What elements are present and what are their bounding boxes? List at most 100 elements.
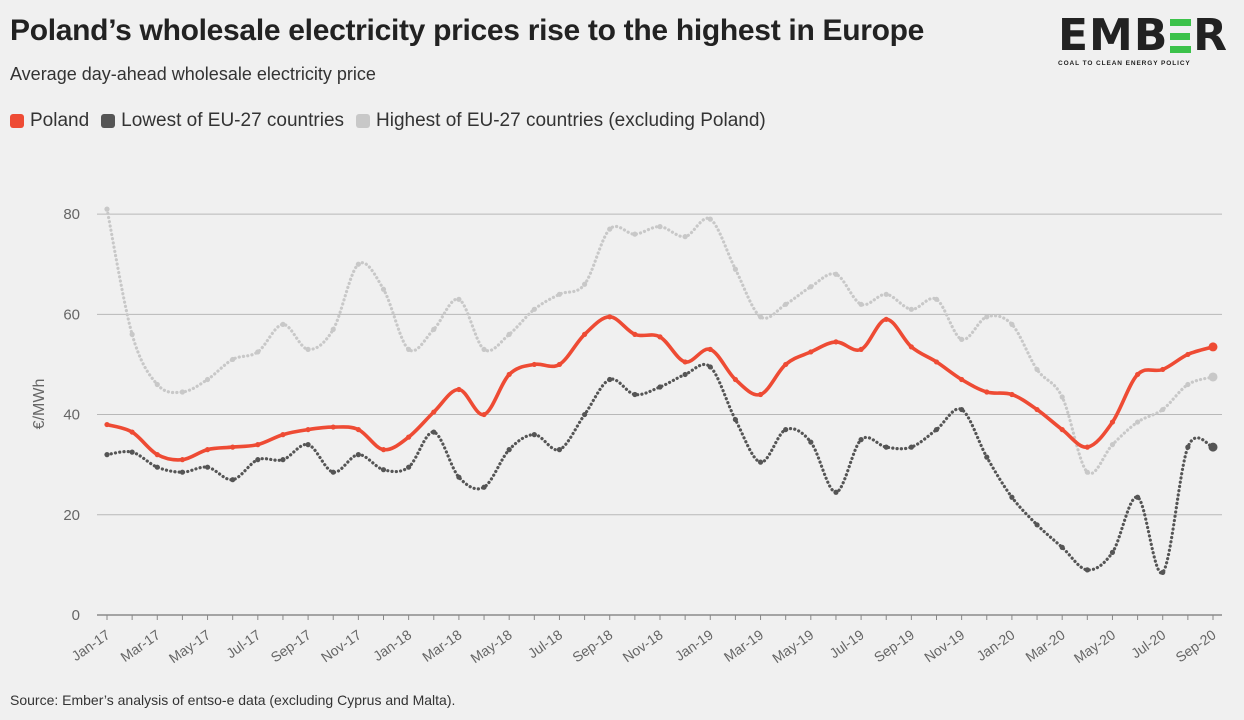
data-point[interactable] (783, 361, 789, 368)
data-point[interactable] (959, 406, 965, 413)
data-point[interactable] (1185, 351, 1191, 358)
data-point[interactable] (1109, 442, 1116, 448)
data-point[interactable] (1208, 372, 1218, 382)
data-point[interactable] (330, 469, 336, 475)
data-point[interactable] (431, 326, 437, 332)
data-point[interactable] (607, 314, 613, 320)
data-point[interactable] (406, 464, 412, 470)
data-point[interactable] (682, 234, 688, 240)
data-point[interactable] (1034, 406, 1040, 413)
data-point[interactable] (808, 284, 814, 290)
data-point[interactable] (959, 336, 965, 342)
data-point[interactable] (1208, 342, 1218, 352)
data-point[interactable] (732, 376, 739, 383)
data-point[interactable] (556, 361, 563, 368)
data-point[interactable] (1009, 494, 1015, 500)
data-point[interactable] (1059, 426, 1065, 433)
data-point[interactable] (556, 291, 563, 297)
data-point[interactable] (783, 426, 789, 433)
data-point[interactable] (230, 477, 236, 483)
data-point[interactable] (431, 429, 437, 435)
data-point[interactable] (1059, 394, 1065, 400)
data-point[interactable] (1009, 321, 1015, 327)
data-point[interactable] (230, 444, 236, 450)
data-point[interactable] (833, 339, 839, 345)
data-point[interactable] (1109, 419, 1116, 425)
data-point[interactable] (1134, 494, 1141, 500)
data-point[interactable] (1084, 567, 1090, 573)
data-point[interactable] (1134, 419, 1141, 425)
data-point[interactable] (456, 386, 462, 393)
data-point[interactable] (732, 266, 739, 272)
data-point[interactable] (230, 356, 236, 363)
data-point[interactable] (757, 391, 764, 398)
data-point[interactable] (506, 331, 512, 337)
data-point[interactable] (581, 331, 588, 337)
data-point[interactable] (154, 452, 160, 458)
data-point[interactable] (1185, 444, 1191, 450)
data-point[interactable] (1160, 406, 1166, 413)
data-point[interactable] (682, 371, 688, 378)
data-point[interactable] (757, 459, 764, 465)
data-point[interactable] (456, 296, 462, 302)
data-point[interactable] (607, 226, 613, 232)
data-point[interactable] (858, 346, 864, 353)
data-point[interactable] (380, 286, 387, 292)
data-point[interactable] (858, 301, 864, 307)
data-point[interactable] (255, 457, 261, 463)
data-point[interactable] (204, 447, 211, 453)
data-point[interactable] (707, 216, 713, 222)
data-point[interactable] (707, 364, 713, 370)
data-point[interactable] (1160, 569, 1166, 576)
data-point[interactable] (456, 474, 462, 480)
data-point[interactable] (531, 306, 537, 312)
data-point[interactable] (506, 371, 512, 378)
data-point[interactable] (481, 484, 487, 490)
data-point[interactable] (732, 416, 739, 423)
data-point[interactable] (104, 452, 110, 458)
data-point[interactable] (104, 421, 110, 428)
data-point[interactable] (833, 271, 839, 277)
data-point[interactable] (531, 361, 537, 368)
data-point[interactable] (330, 424, 336, 430)
data-point[interactable] (204, 376, 211, 383)
data-point[interactable] (280, 321, 286, 327)
data-point[interactable] (1084, 444, 1090, 450)
data-point[interactable] (1084, 469, 1090, 475)
data-point[interactable] (632, 231, 638, 237)
data-point[interactable] (632, 391, 638, 398)
data-point[interactable] (908, 306, 914, 312)
data-point[interactable] (1160, 366, 1166, 373)
data-point[interactable] (933, 426, 940, 433)
data-point[interactable] (431, 409, 437, 415)
data-point[interactable] (984, 454, 990, 460)
data-point[interactable] (808, 349, 814, 355)
data-point[interactable] (481, 411, 487, 418)
data-point[interactable] (406, 434, 412, 440)
data-point[interactable] (104, 206, 110, 212)
data-point[interactable] (481, 346, 487, 353)
legend-item-lowest[interactable]: Lowest of EU-27 countries (101, 110, 344, 132)
data-point[interactable] (380, 467, 387, 473)
data-point[interactable] (883, 444, 889, 450)
data-point[interactable] (1009, 391, 1015, 398)
data-point[interactable] (657, 224, 663, 230)
data-point[interactable] (129, 429, 135, 435)
data-point[interactable] (129, 449, 135, 455)
data-point[interactable] (280, 457, 286, 463)
legend-item-poland[interactable]: Poland (10, 110, 89, 132)
data-point[interactable] (380, 447, 387, 453)
data-point[interactable] (632, 331, 638, 337)
data-point[interactable] (204, 464, 211, 470)
data-point[interactable] (355, 426, 361, 433)
data-point[interactable] (1109, 549, 1116, 555)
data-point[interactable] (1034, 366, 1040, 373)
data-point[interactable] (506, 447, 512, 453)
data-point[interactable] (255, 442, 261, 448)
data-point[interactable] (581, 281, 588, 287)
data-point[interactable] (783, 301, 789, 307)
data-point[interactable] (406, 346, 412, 353)
data-point[interactable] (179, 389, 186, 395)
data-point[interactable] (984, 314, 990, 320)
data-point[interactable] (330, 326, 336, 332)
